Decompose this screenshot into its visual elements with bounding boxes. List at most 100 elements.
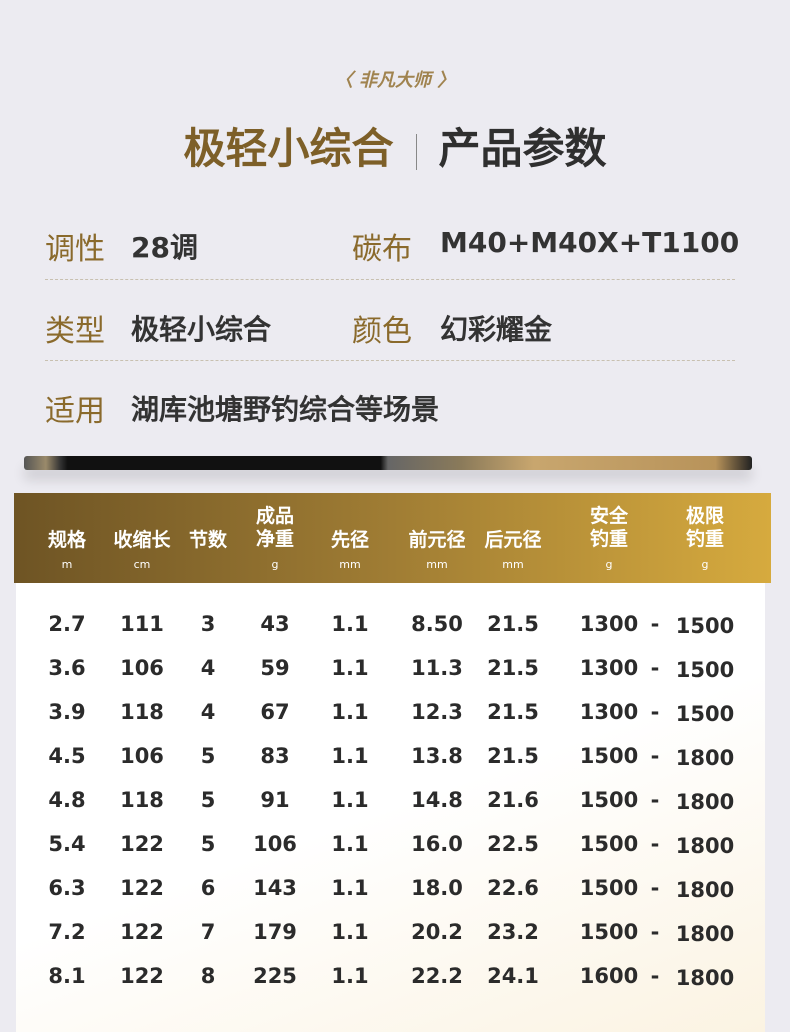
column-header: 先径 xyxy=(330,529,370,551)
column-header: 成品 净重 xyxy=(255,505,295,550)
column-header: 前元径 xyxy=(408,529,466,551)
column-unit: mm xyxy=(502,558,524,571)
table-cell: 21.5 xyxy=(487,700,539,724)
table-cell: 21.6 xyxy=(487,788,539,812)
table-cell: 1.1 xyxy=(331,744,369,768)
divider xyxy=(45,360,735,361)
table-cell: 3.9 xyxy=(48,700,86,724)
table-cell: 1300 xyxy=(579,700,639,724)
table-cell: 1500 xyxy=(579,744,639,768)
table-cell: 1500 xyxy=(675,614,735,638)
column-header: 节数 xyxy=(188,529,228,551)
type-value: 极轻小综合 xyxy=(131,313,272,346)
table-cell: 21.5 xyxy=(487,744,539,768)
use-value: 湖库池塘野钓综合等场景 xyxy=(131,393,440,426)
adjust-label: 调性 xyxy=(45,232,105,267)
table-cell: 5.4 xyxy=(48,832,86,856)
table-cell: 5 xyxy=(200,744,216,768)
table-cell: 225 xyxy=(253,964,297,988)
color-label: 颜色 xyxy=(352,314,412,349)
brand-label: 〈 非凡大师 〉 xyxy=(334,70,456,91)
table-cell: - xyxy=(650,612,660,636)
table-cell: 18.0 xyxy=(411,876,463,900)
table-cell: 21.5 xyxy=(487,656,539,680)
table-cell: 24.1 xyxy=(487,964,539,988)
table-header xyxy=(14,493,771,583)
table-cell: 22.2 xyxy=(411,964,463,988)
table-body xyxy=(16,583,765,1032)
table-cell: 4 xyxy=(200,700,216,724)
column-unit: mm xyxy=(339,558,361,571)
table-cell: 1800 xyxy=(675,746,735,770)
table-cell: 16.0 xyxy=(411,832,463,856)
table-cell: 111 xyxy=(120,612,164,636)
column-header: 收缩长 xyxy=(113,529,171,551)
table-cell: 1800 xyxy=(675,790,735,814)
table-cell: 1800 xyxy=(675,834,735,858)
table-cell: 91 xyxy=(260,788,290,812)
carbon-label: 碳布 xyxy=(352,232,412,267)
table-cell: 2.7 xyxy=(48,612,86,636)
table-cell: 5 xyxy=(200,832,216,856)
table-cell: 1500 xyxy=(579,876,639,900)
table-cell: 20.2 xyxy=(411,920,463,944)
table-cell: - xyxy=(650,656,660,680)
table-cell: 59 xyxy=(260,656,290,680)
column-unit: mm xyxy=(426,558,448,571)
table-cell: 106 xyxy=(253,832,297,856)
table-cell: 4.5 xyxy=(48,744,86,768)
table-cell: 122 xyxy=(120,964,164,988)
table-cell: 3.6 xyxy=(48,656,86,680)
column-header: 极限 钓重 xyxy=(685,505,725,550)
table-cell: 4.8 xyxy=(48,788,86,812)
table-cell: 11.3 xyxy=(411,656,463,680)
table-cell: 4 xyxy=(200,656,216,680)
table-cell: 6.3 xyxy=(48,876,86,900)
table-cell: 8.50 xyxy=(411,612,463,636)
table-cell: - xyxy=(650,920,660,944)
adjust-value: 28调 xyxy=(131,231,198,264)
page-title: 极轻小综合 产品参数 xyxy=(0,115,790,176)
table-cell: 1800 xyxy=(675,878,735,902)
table-cell: 122 xyxy=(120,876,164,900)
column-unit: m xyxy=(61,558,73,571)
table-cell: 43 xyxy=(260,612,290,636)
table-cell: - xyxy=(650,876,660,900)
table-cell: 67 xyxy=(260,700,290,724)
column-unit: g xyxy=(271,558,279,571)
table-cell: - xyxy=(650,700,660,724)
table-cell: 118 xyxy=(120,700,164,724)
table-cell: - xyxy=(650,964,660,988)
table-cell: 1500 xyxy=(579,788,639,812)
table-cell: 22.5 xyxy=(487,832,539,856)
title-params: 产品参数 xyxy=(438,124,607,173)
table-cell: 1.1 xyxy=(331,832,369,856)
table-cell: 3 xyxy=(200,612,216,636)
column-header: 安全 钓重 xyxy=(589,505,629,550)
use-label: 适用 xyxy=(45,394,105,429)
table-cell: 179 xyxy=(253,920,297,944)
table-cell: 6 xyxy=(200,876,216,900)
column-unit: g xyxy=(701,558,709,571)
table-cell: 1500 xyxy=(675,702,735,726)
table-cell: 106 xyxy=(120,656,164,680)
table-cell: 8.1 xyxy=(48,964,86,988)
table-cell: 23.2 xyxy=(487,920,539,944)
table-cell: 83 xyxy=(260,744,290,768)
title-divider xyxy=(415,133,417,170)
table-cell: 12.3 xyxy=(411,700,463,724)
table-cell: 1300 xyxy=(579,612,639,636)
type-label: 类型 xyxy=(45,314,105,349)
table-cell: 1.1 xyxy=(331,788,369,812)
table-cell: 1600 xyxy=(579,964,639,988)
table-cell: 1500 xyxy=(579,920,639,944)
divider xyxy=(45,279,735,280)
table-cell: 1300 xyxy=(579,656,639,680)
table-cell: 1.1 xyxy=(331,700,369,724)
table-cell: 118 xyxy=(120,788,164,812)
table-cell: 5 xyxy=(200,788,216,812)
title-product: 极轻小综合 xyxy=(183,124,394,173)
table-cell: 1.1 xyxy=(331,920,369,944)
table-cell: 122 xyxy=(120,832,164,856)
table-cell: 1.1 xyxy=(331,964,369,988)
